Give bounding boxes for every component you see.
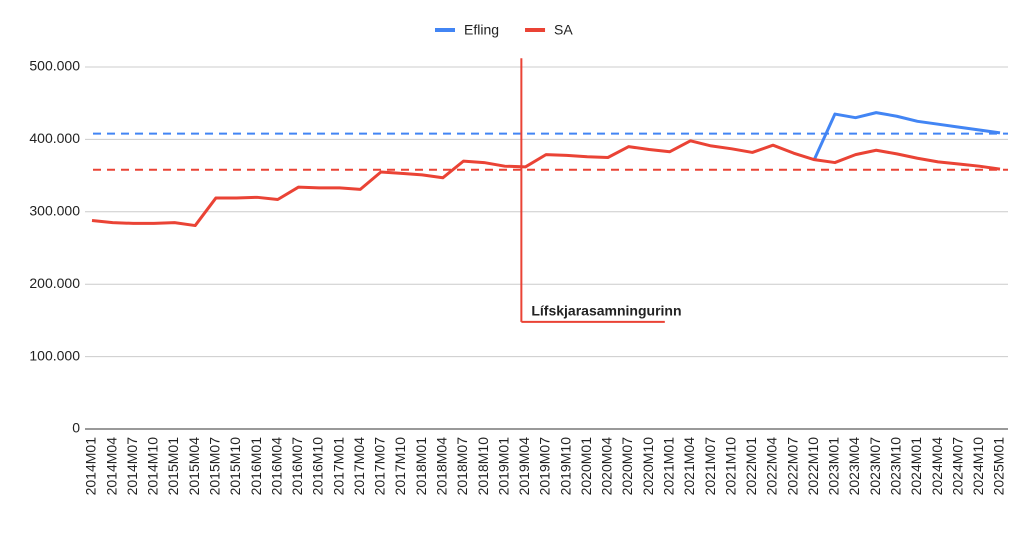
x-tick-label: 2019M10 — [557, 437, 573, 496]
x-tick-label: 2025M01 — [991, 437, 1007, 496]
x-tick-label: 2024M04 — [929, 437, 945, 496]
x-tick-label: 2014M10 — [145, 437, 161, 496]
x-tick-label: 2014M04 — [103, 437, 119, 496]
x-tick-label: 2020M04 — [599, 437, 615, 496]
x-tick-label: 2014M01 — [83, 437, 99, 496]
line-series — [91, 139, 1001, 228]
x-tick-label: 2020M10 — [640, 437, 656, 496]
x-tick-label: 2023M01 — [826, 437, 842, 496]
x-tick-label: 2016M04 — [268, 437, 284, 496]
x-tick-label: 2015M01 — [165, 437, 181, 496]
x-tick-label: 2022M01 — [743, 437, 759, 496]
legend-label: SA — [554, 22, 573, 38]
x-tick-label: 2015M04 — [186, 437, 202, 496]
legend-label: Efling — [464, 22, 499, 38]
x-tick-label: 2018M01 — [413, 437, 429, 496]
x-tick-label: 2018M10 — [475, 437, 491, 496]
x-tick-label: 2021M07 — [702, 437, 718, 496]
x-tick-label: 2020M07 — [619, 437, 635, 496]
x-tick-label: 2021M01 — [661, 437, 677, 496]
x-tick-label: 2018M04 — [434, 437, 450, 496]
x-tick-label: 2022M04 — [764, 437, 780, 496]
x-tick-label: 2021M10 — [722, 437, 738, 496]
x-tick-label: 2024M01 — [908, 437, 924, 496]
x-tick-label: 2020M01 — [578, 437, 594, 496]
x-tick-label: 2017M10 — [392, 437, 408, 496]
x-tick-label: 2016M10 — [310, 437, 326, 496]
x-tick-label: 2019M07 — [537, 437, 553, 496]
x-tick-label: 2017M01 — [330, 437, 346, 496]
x-tick-label: 2023M10 — [888, 437, 904, 496]
x-tick-label: 2018M07 — [454, 437, 470, 496]
x-tick-label: 2014M07 — [124, 437, 140, 496]
x-tick-label: 2015M10 — [227, 437, 243, 496]
y-tick-label: 500.000 — [29, 58, 80, 74]
x-tick-label: 2015M07 — [207, 437, 223, 496]
x-tick-label: 2023M04 — [846, 437, 862, 496]
x-tick-label: 2022M10 — [805, 437, 821, 496]
x-tick-label: 2024M07 — [949, 437, 965, 496]
y-tick-label: 400.000 — [29, 130, 80, 146]
annotation-text: Lífskjarasamningurinn — [531, 303, 681, 319]
line-series — [812, 111, 1001, 161]
x-tick-label: 2019M01 — [495, 437, 511, 496]
y-tick-label: 200.000 — [29, 275, 80, 291]
y-tick-label: 300.000 — [29, 203, 80, 219]
x-tick-label: 2024M10 — [970, 437, 986, 496]
x-tick-label: 2017M07 — [372, 437, 388, 496]
x-tick-label: 2016M07 — [289, 437, 305, 496]
x-tick-label: 2019M04 — [516, 437, 532, 496]
x-tick-label: 2023M07 — [867, 437, 883, 496]
y-tick-label: 0 — [72, 420, 80, 436]
x-tick-label: 2022M07 — [784, 437, 800, 496]
x-tick-label: 2017M04 — [351, 437, 367, 496]
x-tick-label: 2021M04 — [681, 437, 697, 496]
x-tick-label: 2016M01 — [248, 437, 264, 496]
y-tick-label: 100.000 — [29, 347, 80, 363]
